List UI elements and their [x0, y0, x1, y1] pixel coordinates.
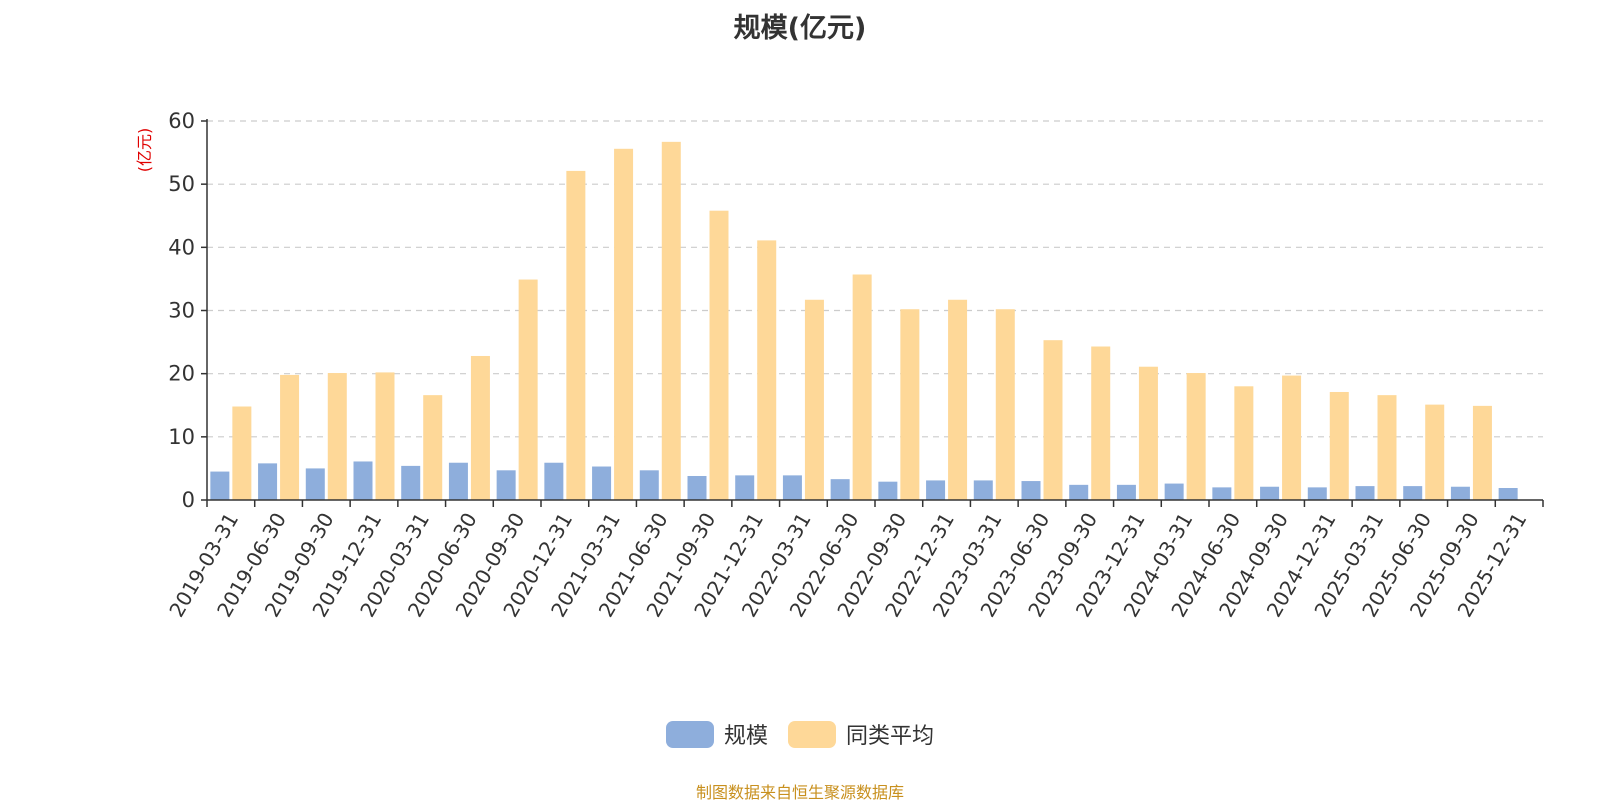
bar-scale	[1164, 483, 1184, 500]
source-note: 制图数据来自恒生聚源数据库	[695, 783, 904, 802]
bar-scale	[878, 481, 898, 500]
bar-scale	[1498, 487, 1518, 500]
plot-area: 0 10 20 30 40 50 60 2019-03-312019-06-302019-0…	[164, 109, 1544, 621]
bar-peer-average	[1234, 386, 1254, 500]
bar-scale	[973, 480, 993, 500]
bar-peer-average	[232, 406, 252, 500]
bar-scale	[258, 463, 278, 500]
bar-peer-average	[1282, 375, 1302, 500]
bar-peer-average	[614, 148, 634, 500]
legend-item-scale[interactable]: 规模	[665, 718, 768, 750]
bars	[210, 141, 1518, 501]
bar-scale	[1212, 487, 1232, 500]
bar-scale	[926, 480, 946, 500]
y-tick-labels: 0 10 20 30 40 50 60	[168, 109, 195, 512]
bar-scale	[1307, 487, 1327, 500]
bar-peer-average	[423, 395, 443, 500]
bar-scale	[735, 475, 755, 500]
bar-peer-average	[566, 170, 586, 500]
bar-scale	[496, 470, 516, 500]
bar-scale	[687, 475, 707, 500]
bar-peer-average	[995, 309, 1015, 500]
legend-label-scale: 规模	[723, 724, 768, 749]
y-tick-label: 0	[182, 488, 195, 512]
bar-scale	[305, 468, 325, 500]
bar-peer-average	[518, 279, 538, 500]
bar-scale	[1403, 486, 1423, 500]
bar-scale	[353, 461, 373, 500]
gridlines	[207, 120, 1543, 438]
bar-peer-average	[1186, 373, 1206, 500]
y-tick-label: 50	[168, 172, 195, 196]
bar-peer-average	[1377, 395, 1397, 500]
bar-peer-average	[1091, 346, 1111, 500]
bar-scale	[639, 470, 659, 500]
bar-scale	[782, 475, 802, 500]
bar-peer-average	[900, 309, 920, 500]
bar-peer-average	[804, 299, 824, 500]
bar-peer-average	[1138, 366, 1158, 500]
y-tick-label: 30	[168, 299, 195, 323]
bar-peer-average	[470, 355, 490, 500]
y-tick-label: 60	[168, 109, 195, 133]
bar-scale	[592, 466, 612, 500]
x-tick-labels: 2019-03-312019-06-302019-09-302019-12-31…	[164, 508, 1531, 621]
legend-item-peer-average[interactable]: 同类平均	[788, 718, 934, 750]
legend-label-peer-average: 同类平均	[846, 724, 935, 749]
bar-peer-average	[1472, 405, 1492, 500]
bar-scale	[544, 462, 564, 500]
bar-scale	[401, 465, 421, 500]
y-tick-label: 40	[168, 235, 195, 259]
bar-peer-average	[709, 210, 729, 501]
bar-scale	[1260, 486, 1280, 500]
bar-peer-average	[661, 141, 681, 500]
bar-peer-average	[1425, 404, 1445, 500]
bar-scale	[1116, 484, 1136, 500]
bar-scale	[448, 462, 468, 500]
bar-peer-average	[327, 373, 347, 500]
legend: 规模 同类平均	[0, 718, 1600, 750]
bar-peer-average	[375, 372, 395, 500]
axes	[201, 119, 1544, 507]
legend-swatch-scale	[665, 720, 714, 748]
bar-scale	[210, 471, 230, 500]
bar-scale	[1069, 484, 1089, 500]
bar-scale	[1355, 486, 1375, 500]
bar-peer-average	[1329, 391, 1349, 500]
bar-peer-average	[757, 240, 777, 500]
bar-peer-average	[852, 274, 872, 500]
bar-scale	[1450, 486, 1470, 500]
y-tick-label: 20	[168, 362, 195, 386]
y-tick-label: 10	[168, 425, 195, 449]
bar-peer-average	[1043, 340, 1063, 500]
bar-peer-average	[948, 299, 968, 500]
bar-peer-average	[280, 374, 300, 500]
chart-title: 规模(亿元)	[733, 13, 867, 44]
bar-scale	[830, 479, 850, 500]
bar-scale	[1021, 481, 1041, 500]
legend-swatch-peer-average	[788, 720, 836, 748]
